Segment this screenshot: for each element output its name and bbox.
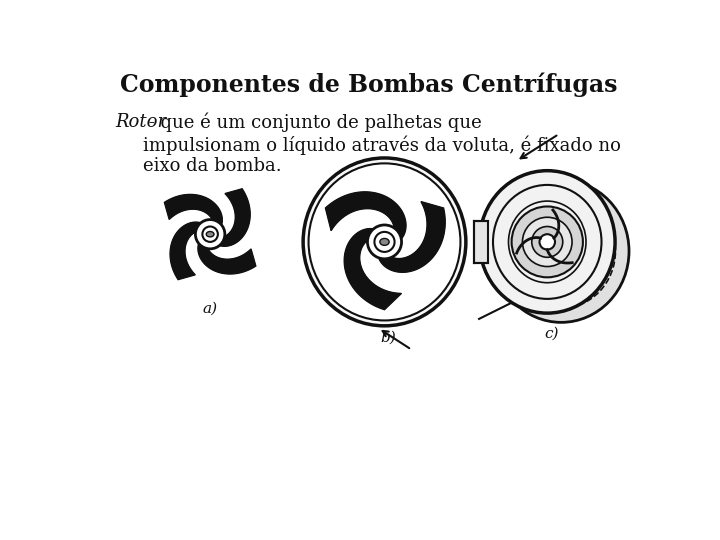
Circle shape xyxy=(367,225,402,259)
Polygon shape xyxy=(164,194,222,228)
Polygon shape xyxy=(379,201,445,272)
Circle shape xyxy=(512,206,583,278)
Ellipse shape xyxy=(303,158,466,326)
Text: a): a) xyxy=(202,302,217,316)
Circle shape xyxy=(195,220,225,249)
Polygon shape xyxy=(198,240,256,274)
Text: b): b) xyxy=(380,330,396,345)
Text: Rotor: Rotor xyxy=(114,112,166,131)
Circle shape xyxy=(523,217,572,267)
Polygon shape xyxy=(344,228,401,309)
Polygon shape xyxy=(325,192,406,239)
Polygon shape xyxy=(480,210,521,309)
Polygon shape xyxy=(487,171,582,219)
Ellipse shape xyxy=(493,180,629,322)
Ellipse shape xyxy=(206,232,214,237)
Circle shape xyxy=(539,234,555,249)
Text: c): c) xyxy=(544,327,559,341)
Circle shape xyxy=(532,226,563,257)
Circle shape xyxy=(202,226,218,242)
Ellipse shape xyxy=(309,164,461,320)
Polygon shape xyxy=(170,222,204,280)
Ellipse shape xyxy=(480,171,615,313)
FancyBboxPatch shape xyxy=(474,221,488,263)
Circle shape xyxy=(374,232,395,252)
Text: Componentes de Bombas Centrífugas: Componentes de Bombas Centrífugas xyxy=(120,72,618,97)
Polygon shape xyxy=(216,189,250,246)
Ellipse shape xyxy=(380,239,389,245)
Text: - que é um conjunto de palhetas que
impulsionam o líquido através da voluta, é f: - que é um conjunto de palhetas que impu… xyxy=(143,112,621,176)
